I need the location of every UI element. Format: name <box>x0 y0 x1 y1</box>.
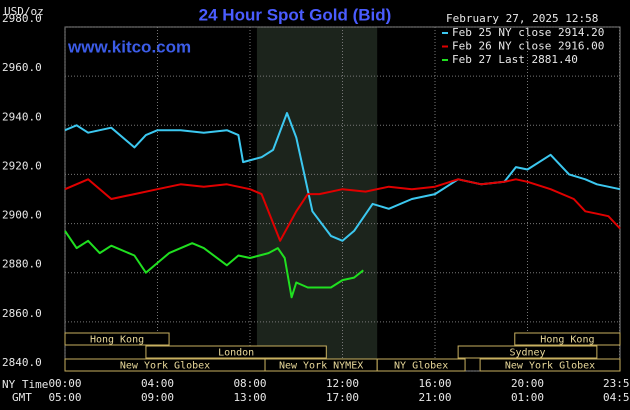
y-tick-label: 2900.0 <box>2 209 42 222</box>
session-label: New York NYMEX <box>279 361 363 372</box>
session-bar <box>145 345 327 359</box>
session-label: NY Globex <box>394 361 448 372</box>
chart-title: 24 Hour Spot Gold (Bid) <box>199 5 392 24</box>
x-tick-label: 20:00 <box>511 377 544 390</box>
y-axis-label: USD/oz <box>4 5 44 18</box>
series-line <box>64 230 364 299</box>
x-tick-label: 08:00 <box>233 377 266 390</box>
session-bar <box>376 358 466 372</box>
session-bar <box>64 332 170 346</box>
x-tick-label: 16:00 <box>418 377 451 390</box>
x2-axis-label: GMT <box>12 391 32 404</box>
x2-tick-label: 13:00 <box>233 391 266 404</box>
x-tick-label: 12:00 <box>326 377 359 390</box>
x-axis-label: NY Time <box>2 378 48 391</box>
session-bar <box>457 345 598 359</box>
legend-label: Feb 27 Last 2881.40 <box>452 53 578 66</box>
y-tick-label: 2840.0 <box>2 356 42 369</box>
series-line <box>64 178 621 242</box>
x-tick-label: 00:00 <box>48 377 81 390</box>
session-bar <box>514 332 621 346</box>
session-label: Sydney <box>509 348 545 359</box>
y-tick-label: 2980.0 <box>2 12 42 25</box>
session-label: New York Globex <box>120 361 210 372</box>
session-label: London <box>218 348 254 359</box>
y-tick-label: 2940.0 <box>2 110 42 123</box>
x-tick-label: 04:00 <box>141 377 174 390</box>
session-label: Hong Kong <box>90 335 144 346</box>
x-tick-label: 23:59 <box>603 377 630 390</box>
session-label: New York Globex <box>505 361 595 372</box>
source: www.kitco.com <box>67 37 191 56</box>
x2-tick-label: 04:59 <box>603 391 630 404</box>
y-tick-label: 2920.0 <box>2 159 42 172</box>
y-tick-label: 2960.0 <box>2 61 42 74</box>
x2-tick-label: 17:00 <box>326 391 359 404</box>
x2-tick-label: 01:00 <box>511 391 544 404</box>
legend-label: Feb 25 NY close 2914.20 <box>452 26 604 39</box>
x2-tick-label: 05:00 <box>48 391 81 404</box>
session-label: Hong Kong <box>540 335 594 346</box>
x2-tick-label: 09:00 <box>141 391 174 404</box>
timestamp: February 27, 2025 12:58 <box>446 12 598 25</box>
series-line <box>64 112 621 242</box>
y-tick-label: 2880.0 <box>2 258 42 271</box>
shaded-range <box>256 27 378 371</box>
legend-label: Feb 26 NY close 2916.00 <box>452 40 604 53</box>
session-bar <box>479 358 621 372</box>
x2-tick-label: 21:00 <box>418 391 451 404</box>
y-tick-label: 2860.0 <box>2 307 42 320</box>
